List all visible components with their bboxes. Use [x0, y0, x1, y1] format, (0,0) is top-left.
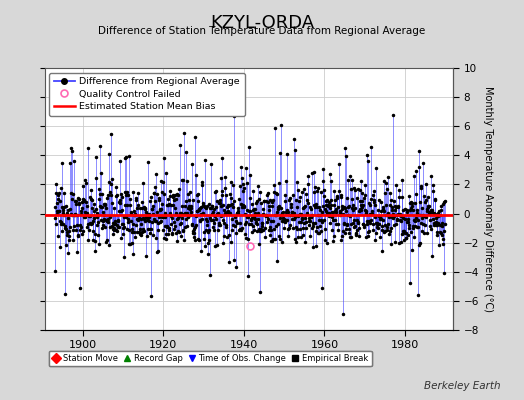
Legend: Station Move, Record Gap, Time of Obs. Change, Empirical Break: Station Move, Record Gap, Time of Obs. C… [49, 351, 372, 366]
Text: Difference of Station Temperature Data from Regional Average: Difference of Station Temperature Data f… [99, 26, 425, 36]
Text: Berkeley Earth: Berkeley Earth [424, 381, 500, 391]
Y-axis label: Monthly Temperature Anomaly Difference (°C): Monthly Temperature Anomaly Difference (… [483, 86, 493, 312]
Text: KZYL-ORDA: KZYL-ORDA [210, 14, 314, 32]
